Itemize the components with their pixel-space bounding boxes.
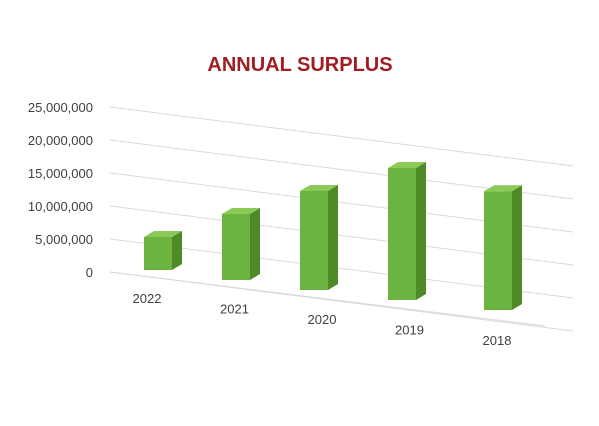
gridlines [109,106,574,332]
y-tick-label: 20,000,000 [28,133,93,148]
gridline [109,106,574,167]
bar-side [512,185,522,310]
bar-top [388,162,426,168]
y-axis-tick-labels: 0 5,000,000 10,000,000 15,000,000 20,000,000… [28,100,93,280]
bar-side [250,208,260,280]
bar-2021 [222,208,260,280]
bar-side [328,185,338,290]
bar-2019 [388,162,426,300]
bar-front [388,168,416,300]
x-tick-label: 2020 [308,312,337,327]
x-tick-label: 2021 [220,302,249,317]
y-tick-label: 15,000,000 [28,166,93,181]
x-tick-label: 2019 [395,323,424,338]
y-tick-label: 25,000,000 [28,100,93,115]
y-tick-label: 10,000,000 [28,199,93,214]
floor-front-edge [109,271,546,327]
bar-side [172,231,182,270]
bar-front [484,191,512,310]
y-tick-label: 0 [86,265,93,280]
x-tick-label: 2022 [133,291,162,306]
bar-side [416,162,426,300]
bar-2020 [300,185,338,290]
bar-top [222,208,260,214]
y-tick-label: 5,000,000 [35,232,93,247]
bar-2018 [484,185,522,310]
bar-front [300,191,328,290]
chart-title: ANNUAL SURPLUS [207,54,392,76]
bar-top [144,231,182,237]
bar-front [144,237,172,270]
bar-front [222,214,250,280]
x-axis-category-labels: 2022 2021 2020 2019 2018 [133,291,512,348]
x-tick-label: 2018 [483,333,512,348]
bar-top [484,185,522,192]
bar-top [300,185,338,191]
bars [144,162,522,310]
bar-2022 [144,231,182,270]
